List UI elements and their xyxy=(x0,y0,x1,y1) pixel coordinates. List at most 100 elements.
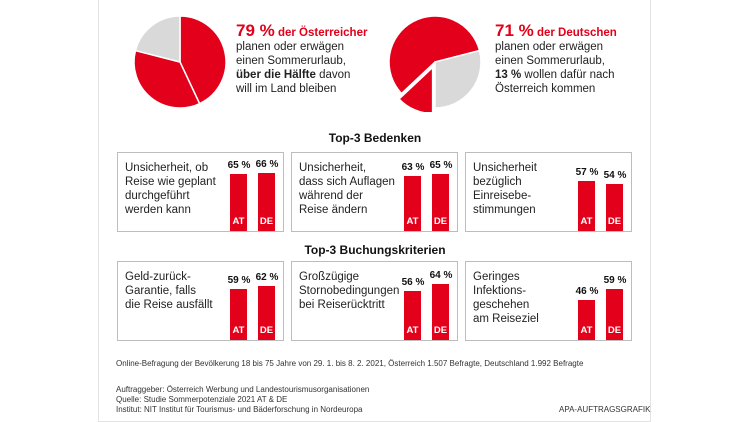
bar-value-label: 54 % xyxy=(603,169,627,181)
pie-pct-sub: der Deutschen xyxy=(536,27,617,39)
bar-country-label: DE xyxy=(433,324,448,336)
bar-value-label: 57 % xyxy=(575,167,599,179)
pie-bold-text: über die Hälfte xyxy=(236,69,316,81)
pie-text-line: will im Land bleiben xyxy=(236,83,337,95)
criterion-text-line: Garantie, falls xyxy=(125,285,196,297)
bar-at: AT xyxy=(578,181,595,231)
bar-de: DE xyxy=(606,183,623,231)
bar-value-label: 66 % xyxy=(255,159,279,171)
bar-at: AT xyxy=(230,174,247,231)
criterion-text: Großzügige Stornobedingungen bei Reiserück… xyxy=(299,270,400,312)
criterion-text-line: Geringes xyxy=(473,271,520,283)
criterion-text-line: Einreisebe- xyxy=(473,190,532,202)
pie-pct: 71 % xyxy=(495,21,534,40)
bar-country-label: AT xyxy=(232,215,245,227)
kriterien-box-3 xyxy=(465,261,632,341)
pie-bold-text: 13 % xyxy=(495,69,522,81)
pie-label-austrians: 79 % der Österreicher planen oder erwäge… xyxy=(236,21,368,96)
criterion-text: Geld-zurück- Garantie, falls die Reise aus… xyxy=(125,270,221,312)
pie-slice xyxy=(398,65,434,112)
bar-de: DE xyxy=(258,173,275,231)
section-title-bedenken: Top-3 Bedenken xyxy=(328,131,422,145)
client-note: Auftraggeber: Österreich Werbung und Lan… xyxy=(116,385,370,394)
bar-country-label: AT xyxy=(580,215,593,227)
pie-text-rest: wollen dafür nach xyxy=(521,69,615,81)
bar-country-label: DE xyxy=(607,215,622,227)
survey-note: Online-Befragung der Bevölkerung 18 bis … xyxy=(116,359,584,368)
pie-pct: 79 % xyxy=(236,21,275,40)
pie-text-line: einen Sommerurlaub, xyxy=(495,55,605,67)
criterion-text-line: Reise ändern xyxy=(299,204,368,216)
bar-at: AT xyxy=(578,299,595,340)
bar-de: DE xyxy=(432,284,449,340)
criterion-text-line: die Reise ausfällt xyxy=(125,299,213,311)
bar-at: AT xyxy=(230,288,247,340)
pie-slice xyxy=(179,15,227,105)
pie-slice xyxy=(434,49,482,109)
bar-country-label: AT xyxy=(232,324,245,336)
bar-value-label: 56 % xyxy=(401,277,425,289)
bar-country-label: AT xyxy=(406,324,419,336)
criterion-text: Geringes Infektions-geschehen am Reiseziel xyxy=(473,270,569,326)
pie-slice xyxy=(133,49,201,109)
pie-label-germans: 71 % der Deutschen planen oder erwägen e… xyxy=(495,21,617,96)
pie-text-rest: davon xyxy=(315,69,351,81)
bar-de: DE xyxy=(432,174,449,231)
pie-chart-germans xyxy=(388,15,482,112)
criterion-text-line: während der xyxy=(299,190,363,202)
criterion-text-line: bezüglich xyxy=(473,176,522,188)
pie-slice xyxy=(134,15,181,63)
bar-value-label: 46 % xyxy=(575,285,599,297)
pie-slice xyxy=(388,15,481,95)
institute-note: Institut: NIT Institut für Tourismus- un… xyxy=(116,405,363,414)
bedenken-box-3 xyxy=(465,152,632,232)
bar-at: AT xyxy=(404,291,421,340)
criterion-text-line: stimmungen xyxy=(473,204,536,216)
bar-value-label: 64 % xyxy=(429,270,453,282)
criterion-text-line: werden kann xyxy=(125,204,191,216)
criterion-text-line: Reise wie geplant xyxy=(125,176,216,188)
criterion-text-line: durchgeführt xyxy=(125,190,190,202)
bar-country-label: DE xyxy=(259,324,274,336)
criterion-text: Unsicherheit, ob Reise wie geplant durchge… xyxy=(125,161,221,217)
pie-pct-sub: der Österreicher xyxy=(277,27,368,39)
kriterien-box-2 xyxy=(291,261,458,341)
bedenken-box-1 xyxy=(117,152,284,232)
criterion-text-line: dass sich Auflagen xyxy=(299,176,395,188)
credit-note: APA-AUFTRAGSGRAFIK xyxy=(559,405,651,414)
criterion-text-line: Geld-zurück- xyxy=(125,271,191,283)
bar-at: AT xyxy=(404,176,421,231)
bar-country-label: DE xyxy=(433,215,448,227)
pie-text-line: einen Sommerurlaub, xyxy=(236,55,346,67)
pie-text-line: planen oder erwägen xyxy=(236,41,345,53)
bar-value-label: 63 % xyxy=(401,162,425,174)
criterion-text-line: Großzügige xyxy=(299,271,360,283)
criterion-text-line: Unsicherheit, xyxy=(299,162,367,174)
section-title-buchungskriterien: Top-3 Buchungskriterien xyxy=(304,243,446,257)
criterion-text-line: am Reiseziel xyxy=(473,313,539,325)
criterion-text-line: Unsicherheit xyxy=(473,162,537,174)
bar-de: DE xyxy=(258,285,275,340)
bar-country-label: DE xyxy=(259,215,274,227)
criterion-text-line: Infektions- xyxy=(473,285,527,297)
pie-text-line: planen oder erwägen xyxy=(495,41,604,53)
bar-value-label: 62 % xyxy=(255,271,279,283)
bar-value-label: 59 % xyxy=(603,274,627,286)
bar-country-label: AT xyxy=(580,324,593,336)
criterion-text: Unsicherheit, dass sich Auflagen während d… xyxy=(299,161,395,217)
criterion-text: Unsicherheit bezüglich Einreisebe-stimmung… xyxy=(473,161,569,217)
bar-country-label: DE xyxy=(607,324,622,336)
bar-value-label: 65 % xyxy=(429,160,453,172)
bedenken-box-2 xyxy=(291,152,458,232)
bar-country-label: AT xyxy=(406,215,419,227)
kriterien-box-1 xyxy=(117,261,284,341)
pie-text-line: Österreich kommen xyxy=(495,83,596,95)
criterion-text-line: Unsicherheit, ob xyxy=(125,162,209,174)
pie-chart-austrians xyxy=(133,15,227,109)
criterion-text-line: bei Reiserücktritt xyxy=(299,299,385,311)
bar-de: DE xyxy=(606,288,623,340)
bar-value-label: 65 % xyxy=(227,160,251,172)
criterion-text-line: geschehen xyxy=(473,299,530,311)
source-note: Quelle: Studie Sommerpotenziale 2021 AT … xyxy=(116,395,288,404)
criterion-text-line: Stornobedingungen xyxy=(299,285,400,297)
